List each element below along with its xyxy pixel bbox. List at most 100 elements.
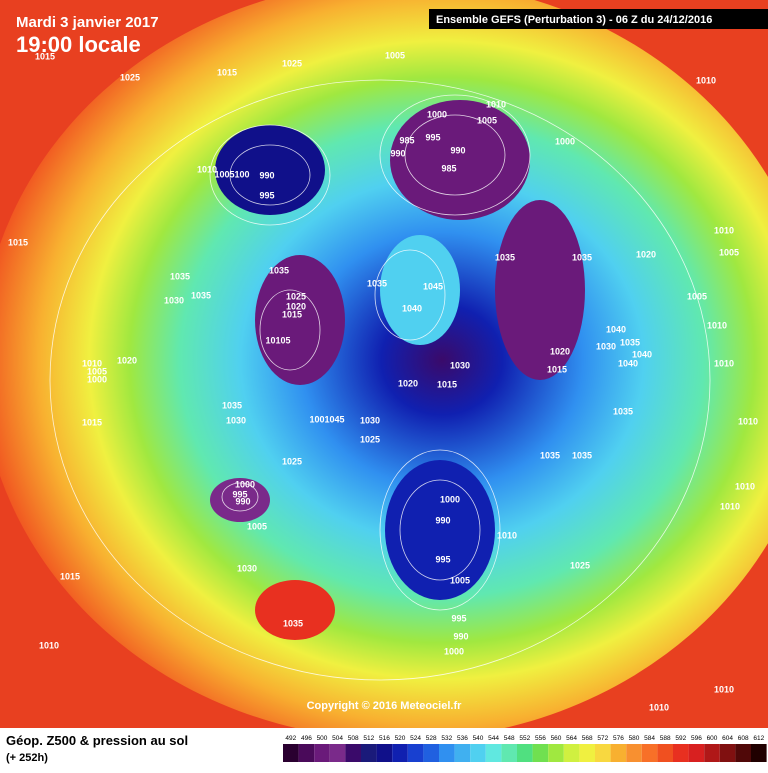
scale-label: 524 xyxy=(410,735,421,742)
isobar-label: 1005 xyxy=(450,575,470,585)
isobar-label: 1035 xyxy=(222,400,242,410)
scale-swatch xyxy=(735,744,751,762)
isobar-label: 1035 xyxy=(540,450,560,460)
isobar-label: 1001045 xyxy=(309,414,344,424)
scale-label: 536 xyxy=(457,735,468,742)
scale-swatch xyxy=(423,744,439,762)
isobar-label: 1000 xyxy=(235,479,255,489)
low-blob xyxy=(495,200,585,380)
scale-label: 564 xyxy=(566,735,577,742)
isobar-label: 1025 xyxy=(282,456,302,466)
isobar-label: 1020 xyxy=(636,249,656,259)
scale-label: 576 xyxy=(613,735,624,742)
isobar-label: 1005100 xyxy=(214,169,249,179)
scale-label: 600 xyxy=(707,735,718,742)
lead-time: (+ 252h) xyxy=(6,752,48,764)
scale-swatch xyxy=(751,744,767,762)
isobar-label: 1005 xyxy=(477,115,497,125)
scale-swatch xyxy=(392,744,408,762)
isobar-label: 1035 xyxy=(170,271,190,281)
local-time: 19:00 locale xyxy=(16,32,141,57)
scale-label: 608 xyxy=(738,735,749,742)
footer-title: Géop. Z500 & pression au sol xyxy=(6,733,188,748)
scale-swatch xyxy=(345,744,361,762)
scale-swatch xyxy=(688,744,705,762)
isobar-label: 1010 xyxy=(707,320,727,330)
isobar-label: 995 xyxy=(259,190,274,200)
scale-label: 548 xyxy=(504,735,515,742)
scale-label: 612 xyxy=(753,735,764,742)
scale-label: 500 xyxy=(317,735,328,742)
isobar-label: 1020 xyxy=(550,346,570,356)
isobar-label: 1025 xyxy=(360,434,380,444)
isobar-label: 1035 xyxy=(572,252,592,262)
isobar-label: 1035 xyxy=(613,406,633,416)
isobar-label: 1015 xyxy=(35,51,55,61)
scale-swatch xyxy=(361,744,377,762)
isobar-label: 1040 xyxy=(632,349,652,359)
isobar-label: 1015 xyxy=(437,379,457,389)
isobar-label: 990 xyxy=(453,631,468,641)
isobar-label: 1035 xyxy=(283,618,303,628)
scale-swatch xyxy=(439,744,455,762)
scale-swatch xyxy=(657,744,673,762)
isobar-label: 1015 xyxy=(547,364,567,374)
isobar-label: 1020 xyxy=(117,355,137,365)
isobar-label: 1020 xyxy=(286,301,306,311)
isobar-label: 1010 xyxy=(696,75,716,85)
isobar-label: 1010 xyxy=(497,530,517,540)
scale-label: 528 xyxy=(426,735,437,742)
scale-label: 584 xyxy=(644,735,655,742)
isobar-label: 1005 xyxy=(687,291,707,301)
scale-swatch xyxy=(704,744,720,762)
low-blob xyxy=(385,460,495,600)
isobar-label: 1015 xyxy=(60,571,80,581)
scale-swatch xyxy=(501,744,517,762)
scale-label: 532 xyxy=(441,735,452,742)
isobar-label: 1015 xyxy=(8,237,28,247)
isobar-label: 1040 xyxy=(618,358,638,368)
isobar-label: 1005 xyxy=(247,521,267,531)
scale-label: 492 xyxy=(285,735,296,742)
scale-swatch xyxy=(485,744,502,762)
scale-swatch xyxy=(376,744,393,762)
scale-label: 580 xyxy=(629,735,640,742)
scale-label: 552 xyxy=(519,735,530,742)
scale-swatch xyxy=(283,744,299,762)
isobar-label: 1015 xyxy=(282,309,302,319)
scale-label: 504 xyxy=(332,735,343,742)
isobar-label: 1040 xyxy=(402,303,422,313)
header-box xyxy=(429,9,768,29)
scale-swatch xyxy=(454,744,471,762)
isobar-label: 1005 xyxy=(385,50,405,60)
color-scale: 492 496 500 504 508 512 516 520 524 528 532 536 540 5… xyxy=(283,735,767,762)
scale-swatch xyxy=(548,744,564,762)
copyright: Copyright © 2016 Meteociel.fr xyxy=(307,700,463,712)
isobar-label: 990 xyxy=(435,515,450,525)
isobar-label: 1035 xyxy=(191,290,211,300)
isobar-label: 1030 xyxy=(450,360,470,370)
scale-swatch xyxy=(532,744,549,762)
isobar-label: 1030 xyxy=(360,415,380,425)
scale-swatch xyxy=(626,744,642,762)
isobar-label: 1015 xyxy=(217,67,237,77)
date: Mardi 3 janvier 2017 xyxy=(16,14,159,31)
scale-label: 588 xyxy=(660,735,671,742)
scale-swatch xyxy=(329,744,346,762)
isobar-label: 995 xyxy=(232,489,247,499)
warm-blob xyxy=(255,580,335,640)
isobar-label: 1010 xyxy=(720,501,740,511)
isobar-label: 1020 xyxy=(398,378,418,388)
isobar-label: 995 xyxy=(451,613,466,623)
isobar-label: 1025 xyxy=(282,58,302,68)
isobar-label: 1005 xyxy=(719,247,739,257)
isobar-lines xyxy=(49,79,711,681)
scale-swatch xyxy=(641,744,658,762)
scale-swatch xyxy=(314,744,330,762)
scale-label: 572 xyxy=(597,735,608,742)
scale-label: 520 xyxy=(395,735,406,742)
isobar-label: 995 xyxy=(435,554,450,564)
isobar-label: 990 xyxy=(235,496,250,506)
